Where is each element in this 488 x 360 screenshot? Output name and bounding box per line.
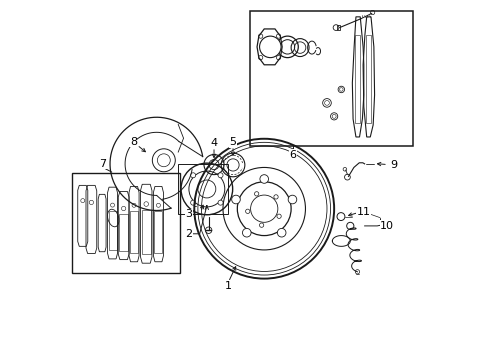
Circle shape [242,228,250,237]
Circle shape [336,213,344,221]
Text: 2: 2 [185,229,192,239]
Circle shape [190,173,195,178]
Circle shape [231,195,240,204]
Circle shape [218,200,223,205]
Text: 11: 11 [356,207,370,217]
Text: 8: 8 [129,137,137,147]
Circle shape [287,195,296,204]
Text: 6: 6 [289,150,296,160]
Text: 3: 3 [185,209,192,219]
Circle shape [277,228,285,237]
Bar [154,211,162,253]
Bar [249,12,412,146]
Circle shape [218,173,223,178]
Text: 7: 7 [99,159,106,169]
Circle shape [259,36,281,58]
Text: 1: 1 [224,281,231,291]
Circle shape [260,175,268,183]
Bar [72,173,180,273]
Circle shape [190,200,195,205]
Circle shape [259,223,263,227]
Text: 5: 5 [229,138,236,147]
Circle shape [254,192,258,196]
Bar [142,210,150,254]
Bar [119,214,128,251]
Circle shape [276,214,281,219]
Circle shape [245,209,249,213]
Bar [130,211,138,253]
Text: 10: 10 [380,221,393,231]
Circle shape [273,195,278,199]
Bar [108,211,116,250]
Text: 4: 4 [210,139,217,148]
Text: 9: 9 [389,160,396,170]
